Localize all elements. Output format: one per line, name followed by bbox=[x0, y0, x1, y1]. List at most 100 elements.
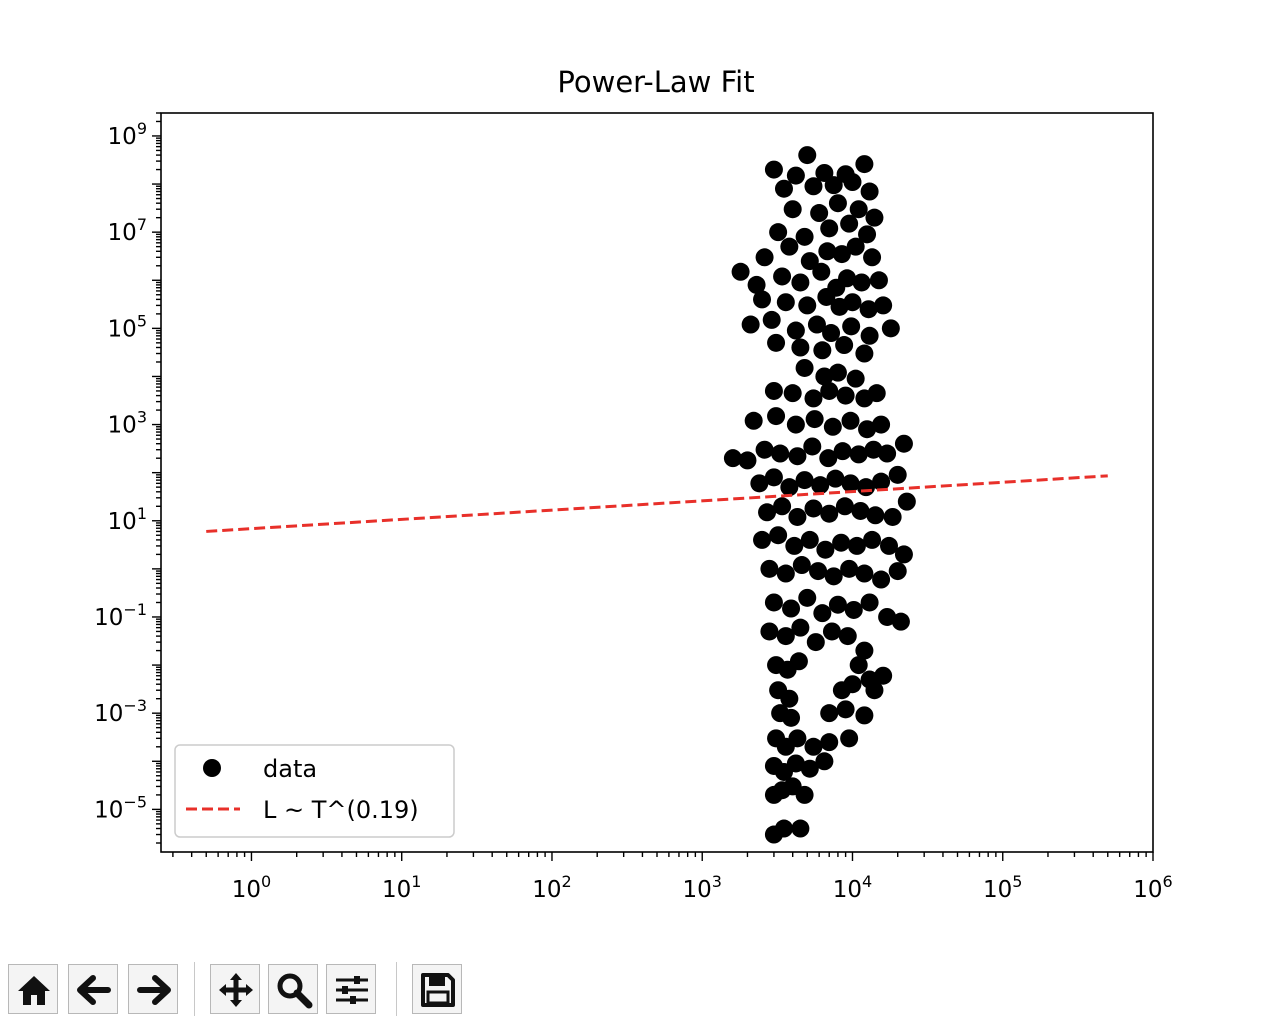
chart-title: Power-Law Fit bbox=[557, 65, 754, 99]
data-point bbox=[795, 785, 814, 804]
data-point bbox=[815, 367, 834, 386]
data-point bbox=[838, 269, 857, 288]
data-point bbox=[864, 440, 883, 459]
data-point bbox=[780, 237, 799, 256]
data-point bbox=[840, 559, 859, 578]
data-point bbox=[883, 507, 902, 526]
data-point bbox=[867, 384, 886, 403]
data-point bbox=[865, 208, 884, 227]
data-point bbox=[789, 652, 808, 671]
data-point bbox=[897, 492, 916, 511]
data-point bbox=[843, 293, 862, 312]
data-point bbox=[849, 445, 868, 464]
data-point bbox=[822, 324, 841, 343]
data-point bbox=[753, 530, 772, 549]
y-tick-label: 10−1 bbox=[94, 600, 147, 631]
axis-ticks: 100 101 102 103 104 105 106 10−5 10−3 10−1 101 103 1… bbox=[94, 112, 1173, 903]
legend: data L ~ T^(0.19) bbox=[174, 744, 455, 838]
plot-area bbox=[206, 146, 1108, 844]
data-point bbox=[843, 675, 862, 694]
data-point bbox=[776, 564, 795, 583]
data-point bbox=[804, 177, 823, 196]
data-point bbox=[855, 641, 874, 660]
data-point bbox=[860, 182, 879, 201]
forward-button[interactable] bbox=[128, 964, 178, 1014]
data-point bbox=[863, 530, 882, 549]
data-point bbox=[844, 600, 863, 619]
data-point bbox=[815, 163, 834, 182]
back-button[interactable] bbox=[68, 964, 118, 1014]
data-point bbox=[816, 540, 835, 559]
data-point bbox=[805, 410, 824, 429]
data-point bbox=[894, 545, 913, 564]
data-point bbox=[804, 737, 823, 756]
data-point bbox=[872, 570, 891, 589]
data-point bbox=[860, 593, 879, 612]
data-point bbox=[803, 437, 822, 456]
pan-button[interactable] bbox=[210, 964, 260, 1014]
data-point bbox=[764, 381, 783, 400]
data-point bbox=[783, 384, 802, 403]
legend-label-fit: L ~ T^(0.19) bbox=[263, 796, 419, 824]
home-icon bbox=[18, 976, 50, 1005]
data-point bbox=[836, 700, 855, 719]
home-button[interactable] bbox=[8, 964, 58, 1014]
data-point bbox=[804, 389, 823, 408]
data-point bbox=[863, 248, 882, 267]
data-point bbox=[791, 618, 810, 637]
data-point bbox=[795, 227, 814, 246]
data-point bbox=[800, 759, 819, 778]
data-point bbox=[835, 497, 854, 516]
data-point bbox=[810, 204, 829, 223]
data-point bbox=[738, 451, 757, 470]
data-point bbox=[881, 319, 900, 338]
data-point bbox=[820, 219, 839, 238]
x-tick-label: 106 bbox=[1133, 872, 1172, 903]
data-point bbox=[872, 472, 891, 491]
data-point bbox=[812, 262, 831, 281]
data-point bbox=[869, 271, 888, 290]
data-point bbox=[767, 407, 786, 426]
data-point bbox=[813, 604, 832, 623]
legend-label-data: data bbox=[263, 755, 317, 783]
configure-subplots-button[interactable] bbox=[326, 964, 376, 1014]
data-point bbox=[828, 194, 847, 213]
data-point bbox=[832, 245, 851, 264]
y-tick-label: 10−3 bbox=[94, 696, 147, 727]
data-point bbox=[858, 225, 877, 244]
data-point bbox=[855, 344, 874, 363]
data-point bbox=[776, 627, 795, 646]
y-tick-label: 107 bbox=[108, 215, 147, 246]
data-point bbox=[860, 326, 879, 345]
magnifier-icon bbox=[277, 973, 313, 1009]
data-point bbox=[824, 567, 843, 586]
data-point bbox=[832, 533, 851, 552]
data-point bbox=[764, 160, 783, 179]
data-point bbox=[846, 369, 865, 388]
data-point bbox=[872, 415, 891, 434]
data-point bbox=[780, 689, 799, 708]
data-point bbox=[855, 706, 874, 725]
legend-box bbox=[174, 744, 455, 838]
data-point bbox=[782, 708, 801, 727]
toolbar-separator bbox=[396, 962, 397, 1016]
x-tick-label: 101 bbox=[382, 872, 421, 903]
zoom-button[interactable] bbox=[268, 964, 318, 1014]
data-point bbox=[760, 622, 779, 641]
x-tick-label: 103 bbox=[682, 872, 721, 903]
data-point bbox=[786, 415, 805, 434]
data-point bbox=[820, 504, 839, 523]
data-point bbox=[769, 223, 788, 242]
data-point bbox=[731, 262, 750, 281]
data-point bbox=[878, 444, 897, 463]
data-point bbox=[774, 179, 793, 198]
y-tick-label: 103 bbox=[108, 408, 147, 439]
data-point bbox=[753, 290, 772, 309]
save-button[interactable] bbox=[412, 964, 462, 1014]
x-tick-label: 105 bbox=[983, 872, 1022, 903]
data-point bbox=[841, 474, 860, 493]
data-point bbox=[840, 729, 859, 748]
sliders-icon bbox=[336, 976, 368, 1004]
data-point bbox=[786, 321, 805, 340]
data-point bbox=[809, 562, 828, 581]
